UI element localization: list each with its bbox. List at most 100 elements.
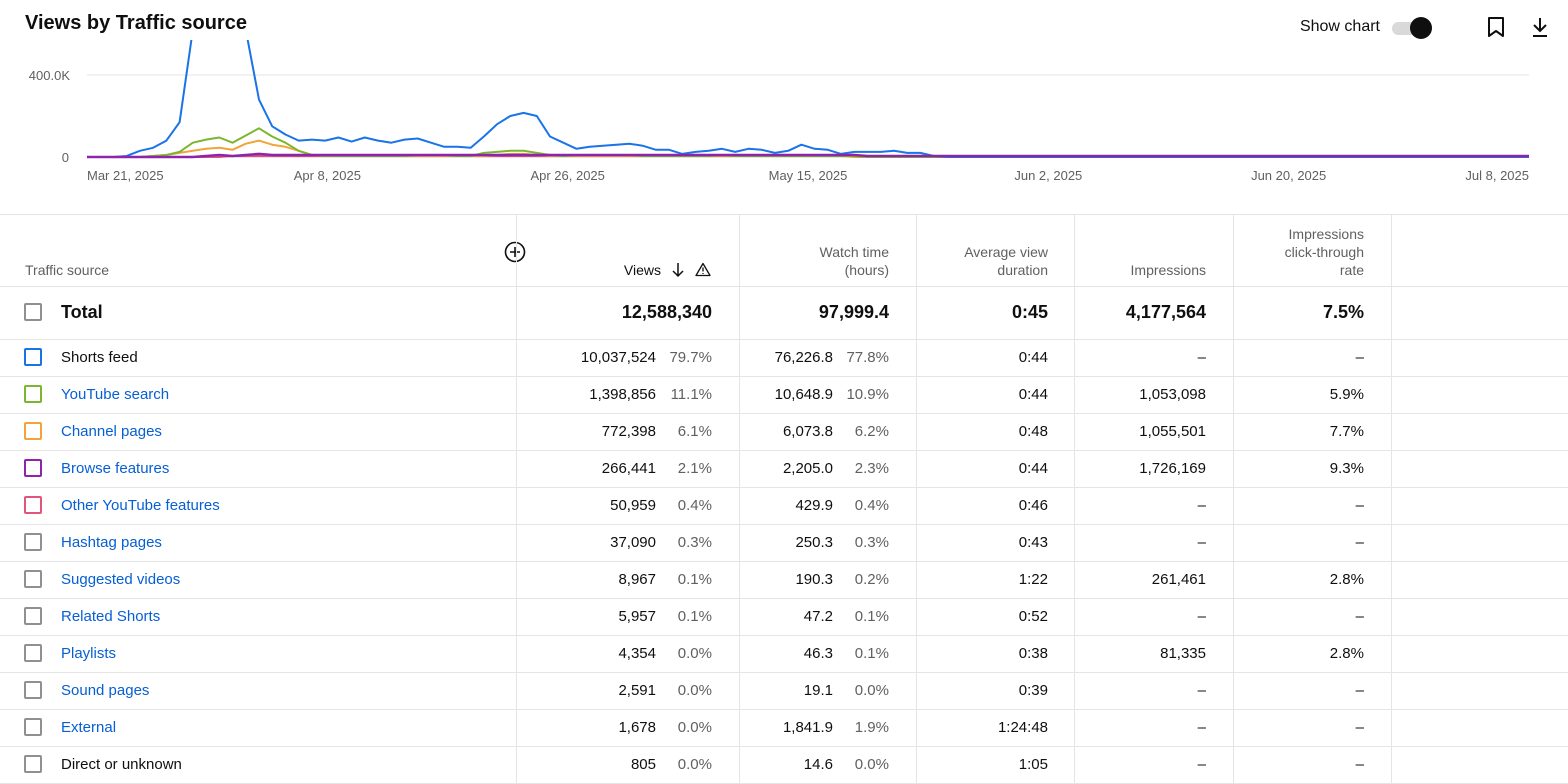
avd-value: 1:22	[1018, 571, 1048, 588]
views-value: 1,678	[618, 719, 656, 736]
watch-time-value: 47.2	[803, 608, 833, 625]
x-tick-label: Apr 26, 2025	[530, 168, 604, 183]
table-row: Related Shorts 5,957 0.1% 47.2 0.1% 0:52 – –	[0, 599, 1568, 636]
header-traffic-source[interactable]: Traffic source	[25, 262, 110, 278]
views-percent: 2.1%	[677, 460, 712, 477]
sort-down-arrow-icon[interactable]	[671, 262, 685, 283]
watch-time-value: 2,205.0	[782, 460, 833, 477]
column-divider	[1233, 215, 1234, 784]
impressions-value: –	[1197, 756, 1206, 773]
header-average-view-duration[interactable]: Average view duration	[964, 243, 1048, 279]
table-row: Other YouTube features 50,959 0.4% 429.9 0.4…	[0, 488, 1568, 525]
avd-value: 0:48	[1018, 423, 1048, 440]
table-row: YouTube search 1,398,856 11.1% 10,648.9 10.9…	[0, 377, 1568, 414]
header-ctr-line2: click-through	[1284, 244, 1364, 260]
views-percent: 11.1%	[670, 386, 712, 403]
row-checkbox[interactable]	[24, 570, 42, 588]
ctr-value: –	[1355, 349, 1364, 366]
page-title: Views by Traffic source	[25, 12, 247, 34]
views-value: 772,398	[601, 423, 656, 440]
table-row: Shorts feed 10,037,524 79.7% 76,226.8 77.8% 0…	[0, 340, 1568, 377]
avd-value: 0:46	[1018, 497, 1048, 514]
header-ctr[interactable]: Impressions click-through rate	[1285, 225, 1364, 279]
views-value: 4,354	[618, 645, 656, 662]
table-row: Hashtag pages 37,090 0.3% 250.3 0.3% 0:43 – –	[0, 525, 1568, 562]
views-percent: 0.1%	[677, 571, 712, 588]
traffic-source-label[interactable]: Suggested videos	[61, 571, 181, 588]
views-value: 2,591	[618, 682, 656, 699]
views-percent: 0.0%	[677, 645, 712, 662]
traffic-source-label[interactable]: Sound pages	[61, 682, 150, 699]
total-checkbox[interactable]	[24, 303, 42, 321]
views-value: 8,967	[618, 571, 656, 588]
total-watch-time: 97,999.4	[818, 302, 889, 322]
row-checkbox[interactable]	[24, 459, 42, 477]
impressions-value: –	[1197, 534, 1206, 551]
row-checkbox[interactable]	[24, 644, 42, 662]
header-impressions[interactable]: Impressions	[1130, 262, 1206, 278]
watch-time-value: 6,073.8	[782, 423, 833, 440]
impressions-value: 1,055,501	[1139, 423, 1206, 440]
add-metric-icon[interactable]	[504, 241, 526, 268]
avd-value: 1:05	[1018, 756, 1048, 773]
watch-time-value: 1,841.9	[782, 719, 833, 736]
header-watch-time-line2: (hours)	[844, 262, 889, 278]
ctr-value: –	[1355, 608, 1364, 625]
impressions-value: –	[1197, 682, 1206, 699]
traffic-source-label[interactable]: Playlists	[61, 645, 117, 662]
series-line	[87, 40, 1529, 158]
warning-icon[interactable]	[695, 262, 711, 282]
ctr-value: –	[1355, 497, 1364, 514]
download-icon[interactable]	[1528, 15, 1552, 39]
traffic-source-label[interactable]: External	[61, 719, 117, 736]
traffic-source-label[interactable]: YouTube search	[61, 386, 170, 403]
ctr-value: 7.7%	[1329, 423, 1364, 440]
traffic-source-label[interactable]: Related Shorts	[61, 608, 161, 625]
table-row: Playlists 4,354 0.0% 46.3 0.1% 0:38 81,335 2.8%	[0, 636, 1568, 673]
avd-value: 0:39	[1018, 682, 1048, 699]
toggle-knob	[1410, 17, 1432, 39]
traffic-source-label[interactable]: Channel pages	[61, 423, 162, 440]
traffic-source-label[interactable]: Browse features	[61, 460, 170, 477]
header-ctr-line1: Impressions	[1288, 226, 1364, 242]
ctr-value: 2.8%	[1329, 645, 1364, 662]
bookmark-icon[interactable]	[1484, 15, 1508, 39]
views-value: 37,090	[610, 534, 656, 551]
header-watch-time[interactable]: Watch time (hours)	[820, 243, 890, 279]
views-percent: 0.0%	[677, 682, 712, 699]
impressions-value: 1,053,098	[1139, 386, 1206, 403]
header-views[interactable]: Views	[623, 262, 661, 278]
row-checkbox[interactable]	[24, 755, 42, 773]
header-avd-line1: Average view	[964, 244, 1048, 260]
y-tick-label: 0	[62, 150, 69, 165]
table-row: Direct or unknown 805 0.0% 14.6 0.0% 1:05 – –	[0, 747, 1568, 784]
watch-time-value: 19.1	[803, 682, 833, 699]
table-row: Sound pages 2,591 0.0% 19.1 0.0% 0:39 – –	[0, 673, 1568, 710]
row-checkbox[interactable]	[24, 718, 42, 736]
header-ctr-line3: rate	[1339, 262, 1364, 278]
row-checkbox[interactable]	[24, 681, 42, 699]
watch-time-percent: 0.1%	[854, 645, 889, 662]
watch-time-percent: 0.1%	[854, 608, 889, 625]
impressions-value: 1,726,169	[1139, 460, 1206, 477]
row-checkbox[interactable]	[24, 496, 42, 514]
views-value: 266,441	[601, 460, 656, 477]
table-row: External 1,678 0.0% 1,841.9 1.9% 1:24:48 – –	[0, 710, 1568, 747]
impressions-value: –	[1197, 719, 1206, 736]
total-row: Total 12,588,340 97,999.4 0:45 4,177,564…	[0, 287, 1568, 340]
row-checkbox[interactable]	[24, 533, 42, 551]
ctr-value: –	[1355, 756, 1364, 773]
traffic-source-label[interactable]: Other YouTube features	[61, 497, 220, 514]
show-chart-label: Show chart	[1299, 18, 1380, 35]
watch-time-percent: 77.8%	[846, 349, 889, 366]
traffic-source-label[interactable]: Hashtag pages	[61, 534, 162, 551]
row-checkbox[interactable]	[24, 607, 42, 625]
show-chart-toggle[interactable]	[1390, 14, 1434, 40]
row-checkbox[interactable]	[24, 422, 42, 440]
x-tick-label: Jun 20, 2025	[1251, 168, 1326, 183]
row-checkbox[interactable]	[24, 348, 42, 366]
column-divider	[516, 215, 517, 784]
x-tick-label: Apr 8, 2025	[294, 168, 361, 183]
avd-value: 1:24:48	[997, 719, 1048, 736]
row-checkbox[interactable]	[24, 385, 42, 403]
